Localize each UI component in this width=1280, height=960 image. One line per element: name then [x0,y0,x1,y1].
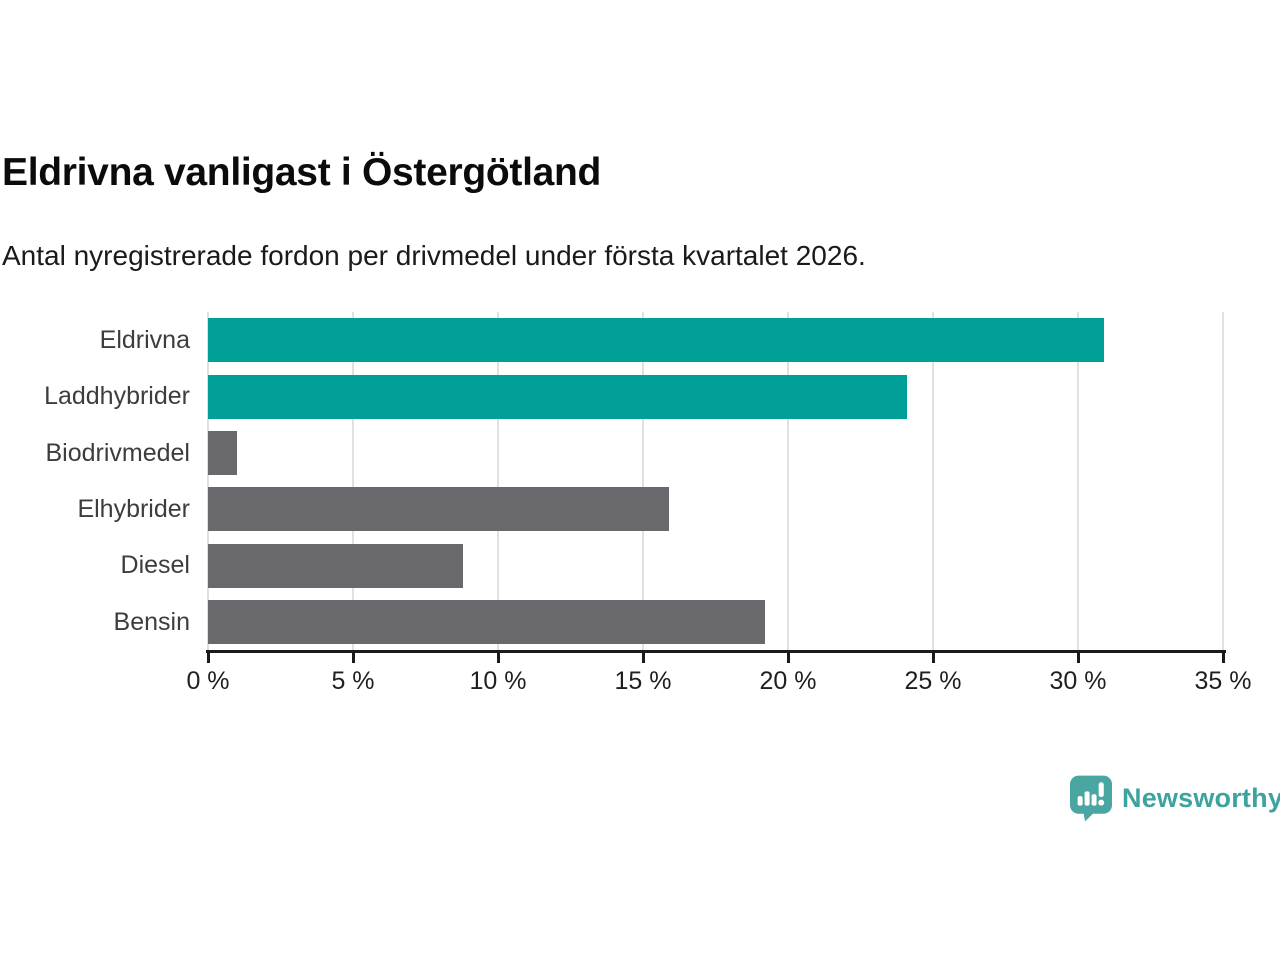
category-label: Bensin [113,607,190,636]
category-label: Laddhybrider [44,382,190,411]
bar-bensin [208,599,765,644]
x-tick-label: 0 % [186,667,230,695]
bar-laddhybrider [208,374,907,419]
x-axis-tick [351,650,355,663]
bar-diesel [208,543,464,588]
newsworthy-logo: Newsworthy [1070,773,1280,823]
x-gridline [1077,312,1079,650]
bar-elhybrider [208,487,670,532]
x-gridline [932,312,934,650]
x-axis-tick [206,650,210,663]
x-axis-tick [931,650,935,663]
x-tick-label: 15 % [614,667,672,695]
bar-biodrivmedel [208,430,237,475]
x-gridline [207,312,209,650]
x-tick-label: 10 % [469,667,527,695]
x-gridline [787,312,789,650]
x-tick-label: 5 % [331,667,375,695]
category-label: Biodrivmedel [45,438,190,467]
x-gridline [497,312,499,650]
x-tick-label: 35 % [1194,667,1252,695]
category-label: Diesel [120,551,190,580]
x-tick-label: 30 % [1049,667,1107,695]
x-tick-label: 20 % [759,667,817,695]
x-gridline [1222,312,1224,650]
newsworthy-wordmark: Newsworthy [1122,783,1280,813]
chart-subtitle: Antal nyregistrerade fordon per drivmede… [2,240,866,271]
bar-eldrivna [208,318,1105,363]
category-label: Eldrivna [99,326,190,354]
x-axis-tick [1221,650,1225,663]
x-axis-tick [496,650,500,663]
x-gridline [352,312,354,650]
x-axis-line [206,650,1226,653]
x-axis-tick [786,650,790,663]
category-label: Elhybrider [77,495,190,523]
x-axis-tick [641,650,645,663]
x-axis-tick [1076,650,1080,663]
chart-title: Eldrivna vanligast i Östergötland [2,151,602,194]
newsworthy-chart-bubble-icon [1070,775,1112,821]
x-tick-label: 25 % [904,667,962,695]
x-gridline [642,312,644,650]
